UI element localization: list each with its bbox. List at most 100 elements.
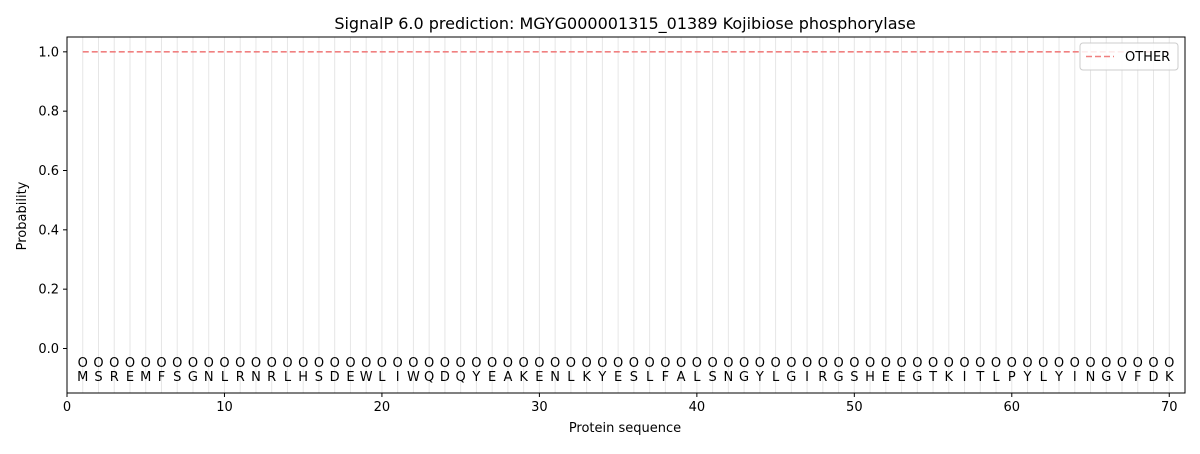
predicted-label-marker: O — [93, 356, 103, 371]
residue-label: E — [535, 370, 543, 385]
residue-label: N — [251, 370, 261, 385]
residue-label: Y — [755, 370, 764, 385]
legend-label-other: OTHER — [1125, 50, 1170, 65]
residue-label: S — [708, 370, 716, 385]
residue-label: Q — [424, 370, 434, 385]
residue-label: K — [1165, 370, 1174, 385]
predicted-label-marker: O — [330, 356, 340, 371]
predicted-label-marker: O — [597, 356, 607, 371]
predicted-label-marker: O — [440, 356, 450, 371]
residue-label: I — [396, 370, 400, 385]
predicted-label-marker: O — [928, 356, 938, 371]
chart-title: SignalP 6.0 prediction: MGYG000001315_01… — [334, 14, 915, 34]
predicted-label-marker: O — [125, 356, 135, 371]
predicted-label-marker: O — [1054, 356, 1064, 371]
predicted-label-marker: O — [1085, 356, 1095, 371]
residue-label: L — [567, 370, 575, 385]
y-axis: 0.0 0.2 0.4 0.6 0.8 1.0 — [38, 45, 67, 357]
residue-label: M — [77, 370, 88, 385]
residue-label: G — [834, 370, 844, 385]
residue-label: V — [1118, 370, 1127, 385]
predicted-label-marker: O — [1038, 356, 1048, 371]
predicted-label-marker: O — [865, 356, 875, 371]
residue-label: K — [582, 370, 591, 385]
residue-label: H — [865, 370, 875, 385]
predicted-label-marker: O — [1101, 356, 1111, 371]
x-tick-label: 20 — [374, 400, 391, 415]
residue-label: L — [221, 370, 229, 385]
predicted-label-marker: O — [1022, 356, 1032, 371]
predicted-label-marker: O — [519, 356, 529, 371]
predicted-label-marker: O — [424, 356, 434, 371]
predicted-label-marker: O — [849, 356, 859, 371]
predicted-label-marker: O — [393, 356, 403, 371]
residue-label: L — [992, 370, 1000, 385]
predicted-label-marker: O — [818, 356, 828, 371]
residue-label: Y — [1023, 370, 1032, 385]
predicted-label-marker: O — [1070, 356, 1080, 371]
predicted-label-marker: O — [944, 356, 954, 371]
predicted-label-marker: O — [235, 356, 245, 371]
predicted-label-marker: O — [629, 356, 639, 371]
predicted-label-marker: O — [503, 356, 513, 371]
residue-label: Y — [471, 370, 480, 385]
residue-label: L — [378, 370, 386, 385]
residue-label: T — [928, 370, 937, 385]
predicted-label-marker: O — [660, 356, 670, 371]
y-axis-label: Probability — [15, 181, 30, 250]
residue-label: W — [407, 370, 420, 385]
predicted-label-marker: O — [204, 356, 214, 371]
residue-label: S — [94, 370, 102, 385]
residue-label: I — [963, 370, 967, 385]
y-tick-label: 0.0 — [38, 342, 59, 357]
predicted-label-marker: O — [345, 356, 355, 371]
predicted-label-marker: O — [582, 356, 592, 371]
predicted-label-marker: O — [408, 356, 418, 371]
predicted-label-marker: O — [377, 356, 387, 371]
residue-label: A — [677, 370, 686, 385]
predicted-label-marker: O — [1133, 356, 1143, 371]
predicted-label-marker: O — [267, 356, 277, 371]
residue-label: N — [550, 370, 560, 385]
x-tick-label: 50 — [846, 400, 863, 415]
x-tick-label: 40 — [689, 400, 706, 415]
predicted-label-marker: O — [802, 356, 812, 371]
residue-label: R — [110, 370, 119, 385]
residue-label: L — [693, 370, 701, 385]
residue-label: L — [646, 370, 654, 385]
predicted-label-marker: O — [456, 356, 466, 371]
residue-label: G — [1101, 370, 1111, 385]
residue-label: E — [488, 370, 496, 385]
residue-label: S — [630, 370, 638, 385]
residue-label: S — [850, 370, 858, 385]
predicted-label-marker: O — [770, 356, 780, 371]
predicted-label-marker: O — [786, 356, 796, 371]
predicted-label-marker: O — [707, 356, 717, 371]
residue-label: E — [346, 370, 354, 385]
predicted-label-marker: O — [896, 356, 906, 371]
residue-label: G — [188, 370, 198, 385]
residue-label: N — [1086, 370, 1096, 385]
residue-label: E — [126, 370, 134, 385]
predicted-label-marker: O — [692, 356, 702, 371]
residue-label: E — [614, 370, 622, 385]
predicted-label-marker: O — [566, 356, 576, 371]
residue-label: P — [1008, 370, 1016, 385]
residue-label: R — [236, 370, 245, 385]
residue-label: T — [975, 370, 984, 385]
y-tick-label: 0.6 — [38, 164, 59, 179]
predicted-label-marker: O — [975, 356, 985, 371]
predicted-label-marker: O — [172, 356, 182, 371]
residue-label: N — [204, 370, 214, 385]
x-tick-label: 0 — [63, 400, 71, 415]
x-axis: 0 10 20 30 40 50 60 70 — [63, 393, 1178, 415]
residue-label: F — [1134, 370, 1141, 385]
predicted-label-marker: O — [1164, 356, 1174, 371]
residue-label: G — [786, 370, 796, 385]
predicted-label-marker: O — [361, 356, 371, 371]
predicted-label-marker: O — [188, 356, 198, 371]
predicted-label-marker: O — [676, 356, 686, 371]
residue-label: E — [882, 370, 890, 385]
residue-label: K — [945, 370, 954, 385]
